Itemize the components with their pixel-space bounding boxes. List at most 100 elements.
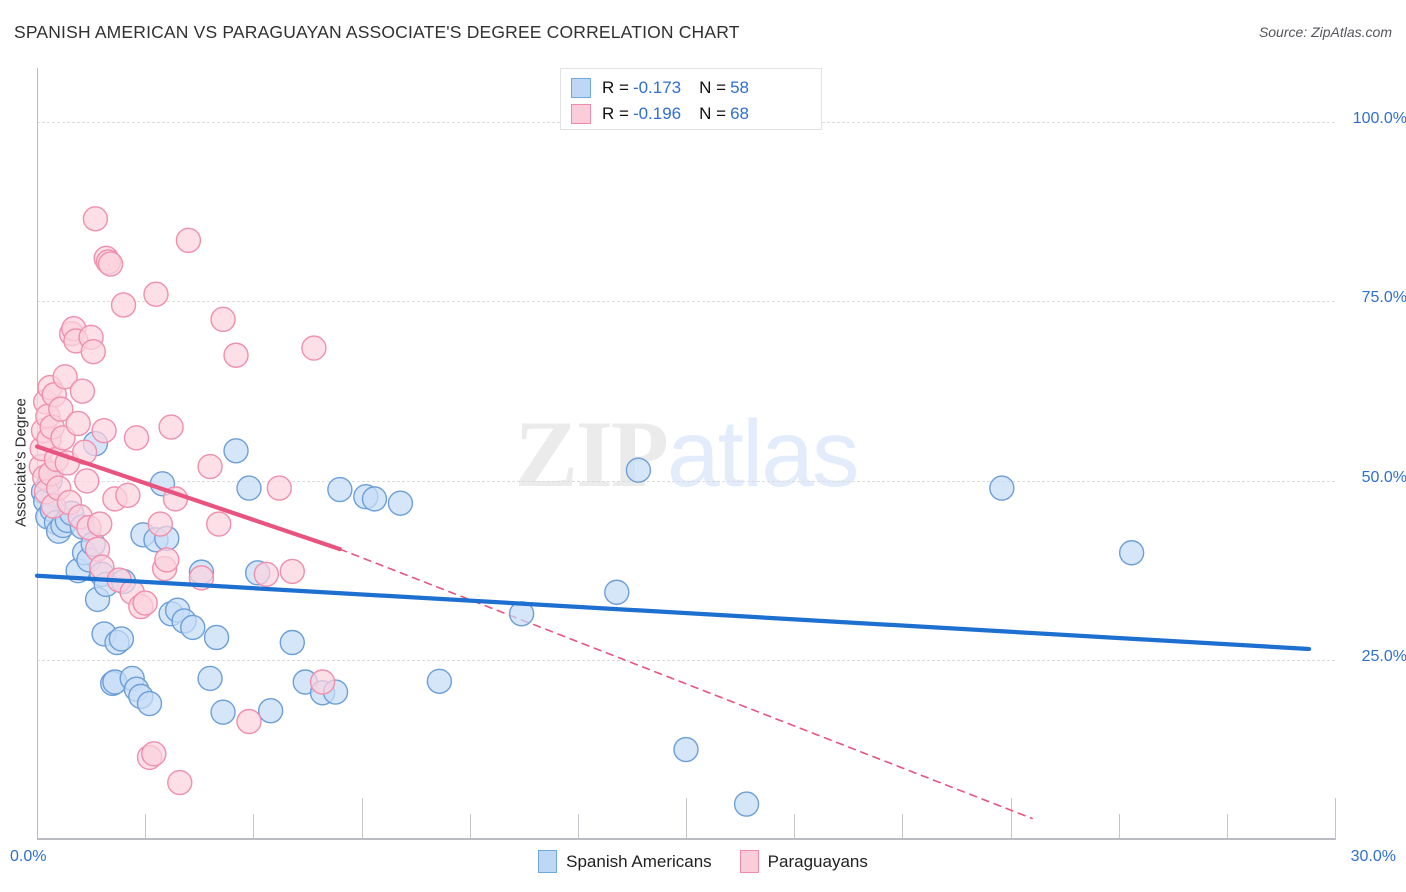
data-point[interactable] [48,396,74,422]
data-point[interactable] [236,475,262,501]
data-point[interactable] [387,490,414,516]
data-point[interactable] [115,482,141,508]
data-point[interactable] [279,558,305,585]
data-point[interactable] [136,690,163,717]
data-point[interactable] [147,511,174,537]
x-tick [902,814,904,840]
x-tick [794,814,796,840]
data-point[interactable] [361,486,388,512]
x-tick [1010,798,1012,840]
x-tick [1118,814,1120,840]
y-tick-label: 50.0% [1361,468,1406,486]
x-tick [1226,814,1228,840]
legend-n-value-blue: 58 [730,78,749,97]
data-point[interactable] [210,699,236,725]
data-point[interactable] [210,306,236,333]
data-point[interactable] [52,364,78,390]
data-point[interactable] [673,736,699,763]
data-point[interactable] [69,378,96,404]
data-point[interactable] [733,791,760,817]
y-axis-title: Associate's Degree [12,398,30,527]
x-axis-max-label: 30.0% [1350,848,1396,865]
x-tick [686,798,687,840]
x-tick [145,814,147,840]
correlation-legend: R = -0.173 N = 58 R = -0.196 N = 68 [560,68,822,130]
gridline-250 [37,660,1335,662]
data-point[interactable] [132,590,158,616]
data-point[interactable] [74,468,100,494]
y-tick-label: 75.0% [1361,289,1406,307]
legend-row-paraguayans: R = -0.196 N = 68 [571,101,811,127]
data-point[interactable] [143,281,169,307]
data-point[interactable] [223,438,249,464]
legend-r-label-blue: R = [602,78,629,97]
data-point[interactable] [989,475,1015,501]
legend-r-value-blue: -0.173 [632,78,682,97]
legend-item-spanish-americans[interactable]: Spanish Americans [538,850,712,873]
gridline-750 [37,301,1335,303]
data-point[interactable] [123,425,150,451]
legend-n-label-pink: N = [699,104,727,123]
data-point[interactable] [141,741,167,767]
data-point[interactable] [266,475,292,501]
data-point[interactable] [80,338,106,365]
legend-r-value-pink: -0.196 [632,104,682,123]
data-point[interactable] [167,769,193,796]
y-tick-label: 100.0% [1352,109,1406,127]
legend-label-paraguayans: Paraguayans [767,851,868,871]
data-point[interactable] [97,251,124,277]
legend-marker-paraguayans [739,850,759,873]
x-tick [253,814,255,840]
data-point[interactable] [426,668,453,694]
data-point[interactable] [257,698,284,724]
data-point[interactable] [87,511,113,537]
x-tick [577,814,579,840]
data-point[interactable] [206,511,232,537]
legend-r-label-pink: R = [602,104,629,123]
data-point[interactable] [197,453,223,480]
legend-swatch-blue [571,78,591,98]
data-point[interactable] [604,579,630,605]
legend-row-spanish-americans: R = -0.173 N = 58 [571,75,811,101]
x-axis-min-label: 0.0% [10,848,47,865]
data-point[interactable] [203,624,230,651]
page-title: SPANISH AMERICAN VS PARAGUAYAN ASSOCIATE… [14,22,740,42]
data-point[interactable] [197,665,223,692]
data-point[interactable] [279,629,305,656]
data-point[interactable] [253,561,280,587]
data-point[interactable] [65,410,91,437]
data-point[interactable] [154,547,180,573]
series-legend: Spanish Americans Paraguayans [0,850,1406,873]
data-point[interactable] [327,476,353,503]
legend-n-label-blue: N = [699,78,727,97]
data-point[interactable] [180,614,206,641]
data-point[interactable] [110,292,137,318]
data-point[interactable] [301,335,327,361]
data-point[interactable] [158,414,184,440]
data-point[interactable] [175,227,202,254]
y-tick-label: 25.0% [1361,648,1406,666]
data-point[interactable] [625,457,652,483]
legend-item-paraguayans[interactable]: Paraguayans [739,850,868,873]
data-point[interactable] [1118,540,1145,566]
data-point[interactable] [223,342,249,368]
data-points-layer [28,206,1312,820]
data-point[interactable] [236,708,262,735]
data-point[interactable] [91,417,117,444]
legend-marker-spanish-americans [538,850,558,873]
source-attribution: Source: ZipAtlas.com [1258,24,1392,40]
data-point[interactable] [108,626,135,652]
gridline-500 [37,480,1335,482]
x-tick [361,798,363,840]
trend-line [34,444,342,552]
x-axis-line [37,838,1335,840]
legend-swatch-pink [571,104,591,124]
legend-n-value-pink: 68 [730,104,749,123]
trend-line-extension [339,548,1033,820]
trend-line [34,573,1312,652]
data-point[interactable] [82,206,109,232]
plot-area: ZIP atlas 25.0% 50.0% 75.0% 100.0% Associate… [12,68,1406,840]
legend-label-spanish-americans: Spanish Americans [566,851,712,871]
data-point[interactable] [309,669,336,695]
